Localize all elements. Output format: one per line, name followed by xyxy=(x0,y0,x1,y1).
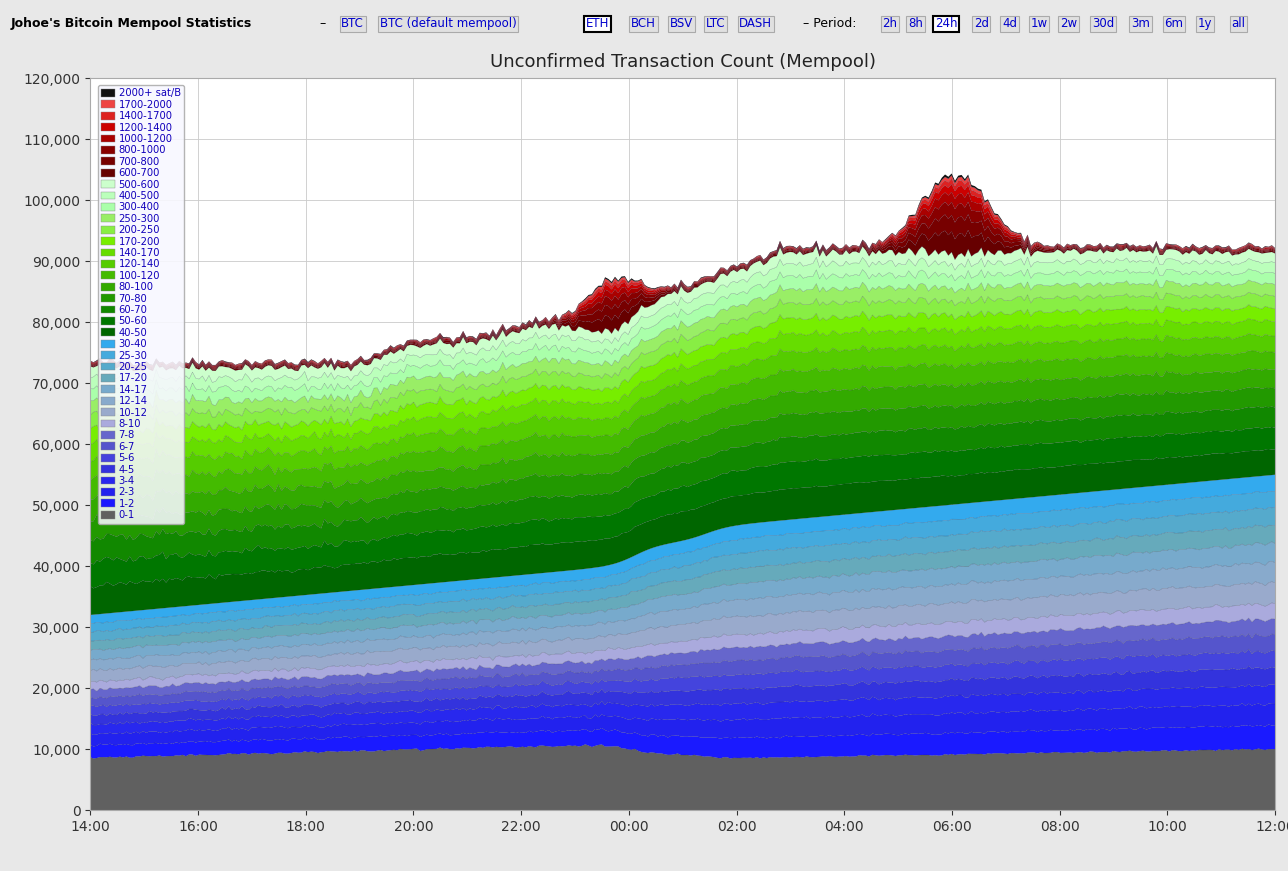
Text: 8h: 8h xyxy=(908,17,923,30)
Text: 3m: 3m xyxy=(1131,17,1150,30)
Text: 4d: 4d xyxy=(1002,17,1018,30)
Text: 1w: 1w xyxy=(1030,17,1047,30)
Text: –: – xyxy=(316,17,330,30)
Text: all: all xyxy=(1231,17,1245,30)
Text: ETH: ETH xyxy=(586,17,609,30)
Text: 30d: 30d xyxy=(1092,17,1114,30)
Text: 2h: 2h xyxy=(882,17,898,30)
Text: 6m: 6m xyxy=(1164,17,1184,30)
Text: DASH: DASH xyxy=(739,17,773,30)
Text: 2d: 2d xyxy=(974,17,989,30)
Text: BCH: BCH xyxy=(631,17,656,30)
Text: LTC: LTC xyxy=(706,17,725,30)
Text: 1y: 1y xyxy=(1198,17,1212,30)
Text: BTC: BTC xyxy=(341,17,365,30)
Text: 2w: 2w xyxy=(1060,17,1077,30)
Text: 24h: 24h xyxy=(935,17,957,30)
Legend: 2000+ sat/B, 1700-2000, 1400-1700, 1200-1400, 1000-1200, 800-1000, 700-800, 600-: 2000+ sat/B, 1700-2000, 1400-1700, 1200-… xyxy=(98,84,184,523)
Text: BSV: BSV xyxy=(670,17,693,30)
Title: Unconfirmed Transaction Count (Mempool): Unconfirmed Transaction Count (Mempool) xyxy=(489,53,876,71)
Text: Johoe's Bitcoin Mempool Statistics: Johoe's Bitcoin Mempool Statistics xyxy=(10,17,251,30)
Text: BTC (default mempool): BTC (default mempool) xyxy=(380,17,516,30)
Text: – Period:: – Period: xyxy=(799,17,860,30)
